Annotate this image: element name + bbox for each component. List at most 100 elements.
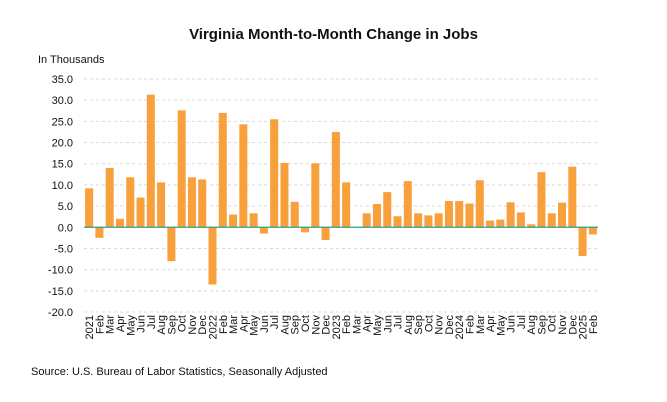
bar — [95, 227, 104, 238]
x-tick-label: Feb — [218, 315, 230, 334]
bar — [157, 182, 166, 228]
x-tick-label: Sep — [536, 315, 548, 335]
x-tick-label: Feb — [94, 315, 106, 334]
bar — [331, 131, 340, 228]
x-tick-label: Nov — [557, 315, 569, 335]
x-tick-label: Mar — [228, 315, 240, 334]
bar — [362, 213, 371, 228]
x-tick-label: Sep — [290, 315, 302, 335]
y-tick-label: -5.0 — [54, 243, 73, 255]
bar — [588, 227, 597, 235]
x-tick-label: 2023 — [331, 315, 343, 339]
y-tick-label: 35.0 — [52, 74, 73, 86]
bar — [177, 110, 186, 228]
x-tick-label: Jul — [393, 315, 405, 329]
bar — [270, 119, 279, 228]
y-tick-label: 10.0 — [52, 180, 73, 192]
bar — [403, 181, 412, 228]
x-tick-label: Jun — [506, 315, 518, 333]
x-axis-ticks: 2021FebMarAprMayJunJulAugSepOctNovDec202… — [84, 315, 600, 340]
bar — [321, 227, 330, 240]
y-tick-label: 30.0 — [52, 95, 73, 107]
bar — [372, 203, 381, 228]
bar — [229, 214, 238, 228]
bar — [249, 213, 258, 228]
x-tick-label: Jun — [136, 315, 148, 333]
chart-title: Virginia Month-to-Month Change in Jobs — [189, 26, 478, 43]
bar — [547, 213, 556, 228]
bar — [259, 227, 268, 234]
x-tick-label: Feb — [341, 315, 353, 334]
x-tick-label: Jul — [269, 315, 281, 329]
x-tick-label: Nov — [187, 315, 199, 335]
bar — [434, 213, 443, 228]
bar — [393, 216, 402, 228]
x-tick-label: Apr — [485, 315, 497, 332]
bar — [475, 180, 484, 228]
bar — [568, 166, 577, 228]
bar — [208, 227, 217, 285]
bar — [527, 224, 536, 228]
bar — [496, 219, 505, 228]
x-tick-label: May — [495, 315, 507, 336]
bar — [280, 162, 289, 228]
bar — [187, 177, 196, 228]
bar — [342, 182, 351, 228]
y-tick-label: 20.0 — [52, 138, 73, 150]
x-tick-label: Mar — [475, 315, 487, 334]
bar — [506, 202, 515, 228]
bar — [301, 227, 310, 233]
x-tick-label: Oct — [547, 315, 559, 332]
x-tick-label: Aug — [403, 315, 415, 335]
x-tick-label: Jun — [382, 315, 394, 333]
x-tick-label: Aug — [279, 315, 291, 335]
x-tick-label: Feb — [588, 315, 600, 334]
bar — [558, 202, 567, 228]
y-axis-unit-label: In Thousands — [38, 54, 105, 66]
x-tick-label: Apr — [115, 315, 127, 332]
bar — [516, 212, 525, 228]
x-tick-label: Apr — [238, 315, 250, 332]
bar — [146, 94, 155, 228]
source-note: Source: U.S. Bureau of Labor Statistics,… — [31, 366, 328, 378]
y-tick-label: 15.0 — [52, 159, 73, 171]
bar — [444, 201, 453, 228]
x-tick-label: 2022 — [208, 315, 220, 339]
bar — [198, 179, 207, 228]
x-tick-label: Aug — [526, 315, 538, 335]
bar — [115, 218, 124, 228]
bar — [290, 201, 299, 228]
x-tick-label: Mar — [351, 315, 363, 334]
x-tick-label: Nov — [310, 315, 322, 335]
x-tick-label: Sep — [413, 315, 425, 335]
bar — [167, 227, 176, 262]
bar — [383, 192, 392, 228]
y-axis-ticks: 35.0 30.0 25.0 20.0 15.0 10.0 5.0 0.0 -5.0 -10.0 -… — [48, 74, 73, 319]
y-tick-label: -10.0 — [48, 265, 73, 277]
x-tick-label: Jul — [146, 315, 158, 329]
y-tick-label: 25.0 — [52, 116, 73, 128]
x-tick-label: 2021 — [84, 315, 96, 339]
bar — [239, 124, 248, 228]
x-tick-label: Oct — [423, 315, 435, 332]
x-tick-label: Jun — [259, 315, 271, 333]
x-tick-label: Dec — [567, 315, 579, 335]
bar — [126, 177, 135, 228]
bar — [218, 112, 227, 228]
bar — [486, 220, 495, 228]
x-tick-label: Oct — [300, 315, 312, 332]
x-tick-label: 2025 — [578, 315, 590, 339]
x-tick-label: Aug — [156, 315, 168, 335]
x-tick-label: Oct — [177, 315, 189, 332]
bars — [85, 94, 597, 285]
x-tick-label: May — [249, 315, 261, 336]
bar — [136, 197, 145, 228]
x-tick-label: Dec — [197, 315, 209, 335]
x-tick-label: Jul — [516, 315, 528, 329]
bar — [85, 188, 94, 228]
x-tick-label: Dec — [321, 315, 333, 335]
x-tick-label: Mar — [105, 315, 117, 334]
x-tick-label: Dec — [444, 315, 456, 335]
x-tick-label: May — [372, 315, 384, 336]
